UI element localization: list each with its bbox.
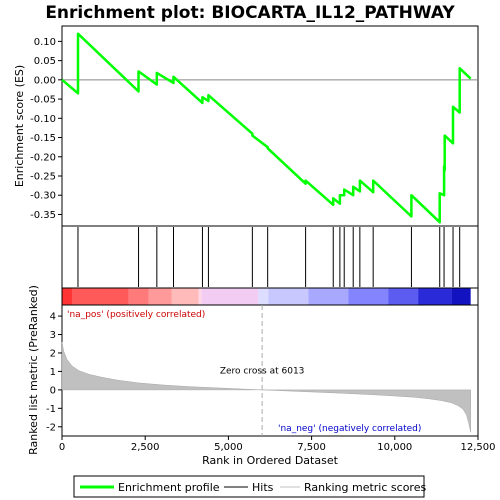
metric-y-tick-label: 3 — [50, 330, 56, 341]
enrichment-score-panel: 0.10 0.05 0.00 -0.05 -0.10 -0.15 -0.20 -0.25 -0.… — [13, 25, 479, 227]
legend-label-hits: Hits — [252, 481, 274, 494]
es-y-tick-label: -0.30 — [30, 191, 56, 202]
x-tick-label: 0 — [59, 442, 65, 453]
es-y-tick-label: -0.05 — [30, 95, 56, 106]
es-y-axis-label: Enrichment score (ES) — [13, 65, 26, 187]
heat-strip-segment — [71, 288, 129, 305]
es-y-tick-label: -0.35 — [30, 210, 56, 221]
metric-y-tick-label: -2 — [46, 422, 56, 433]
heat-strip-segment — [451, 288, 471, 305]
x-tick-label: 10,000 — [377, 442, 412, 453]
hits-panel — [61, 225, 479, 289]
x-axis: 0 2,500 5,000 7,500 10,000 12,500 — [59, 436, 496, 453]
metric-y-tick-label: 2 — [50, 348, 56, 359]
legend-label-enrichment-profile: Enrichment profile — [118, 481, 220, 494]
enrichment-profile-series — [61, 32, 478, 224]
es-y-tick-label: -0.15 — [30, 133, 56, 144]
es-y-tick-label: -0.20 — [30, 152, 56, 163]
heat-strip-segment — [148, 288, 172, 305]
x-tick-label: 7,500 — [297, 442, 326, 453]
metric-y-tick-label: 0 — [50, 385, 56, 396]
zero-cross-label: Zero cross at 6013 — [220, 366, 305, 376]
negative-correlation-label: 'na_neg' (negatively correlated) — [278, 424, 421, 434]
hits-panel-frame — [61, 225, 479, 289]
es-y-tick-label: -0.10 — [30, 114, 56, 125]
metric-y-tick-label: 1 — [50, 367, 56, 378]
chart-title: Enrichment plot: BIOCARTA_IL12_PATHWAY — [45, 3, 455, 23]
legend-label-ranking-metric: Ranking metric scores — [304, 481, 426, 494]
heat-strip-segment — [348, 288, 389, 305]
heat-strip-segment — [198, 288, 202, 305]
enrichment-profile-line — [61, 32, 472, 224]
metric-y-tick-label: 4 — [50, 312, 56, 323]
heat-strip-segment — [171, 288, 199, 305]
ranking-metric-area — [61, 341, 471, 433]
ranked-metric-panel: 4 3 2 1 0 -1 -2 Zero cross at 6013 'na_pos' (p… — [27, 285, 479, 455]
heat-strip-segment — [388, 288, 419, 305]
es-y-tick-label: 0.05 — [34, 56, 56, 67]
x-tick-label: 12,500 — [461, 442, 496, 453]
heat-strip-segment — [258, 288, 269, 305]
x-tick-label: 5,000 — [214, 442, 243, 453]
x-axis-label: Rank in Ordered Dataset — [202, 454, 339, 467]
es-y-tick-label: 0.10 — [34, 37, 56, 48]
es-y-tick-label: 0.00 — [34, 75, 56, 86]
metric-y-axis-label: Ranked list metric (PreRanked) — [27, 285, 40, 455]
metric-panel-frame — [61, 304, 479, 437]
es-y-axis: 0.10 0.05 0.00 -0.05 -0.10 -0.15 -0.20 -0.25 -0.… — [30, 37, 62, 221]
heat-strip-segment — [268, 288, 309, 305]
legend-frame — [73, 475, 425, 498]
positive-correlation-label: 'na_pos' (positively correlated) — [67, 310, 205, 320]
x-tick-label: 2,500 — [131, 442, 160, 453]
heat-strip-segment — [201, 288, 259, 305]
hit-markers — [77, 227, 461, 287]
heat-strip-segment — [418, 288, 452, 305]
metric-y-axis: 4 3 2 1 0 -1 -2 — [46, 312, 62, 433]
ranking-heat-strip — [61, 287, 479, 306]
heat-strip-segment — [128, 288, 149, 305]
legend: Enrichment profile Hits Ranking metric s… — [73, 475, 426, 498]
es-y-tick-label: -0.25 — [30, 172, 56, 183]
ranking-metric-series — [61, 341, 471, 433]
es-panel-frame — [61, 25, 479, 227]
heat-strip-segment — [308, 288, 349, 305]
metric-y-tick-label: -1 — [46, 404, 56, 415]
heat-strip-segment — [62, 288, 72, 305]
